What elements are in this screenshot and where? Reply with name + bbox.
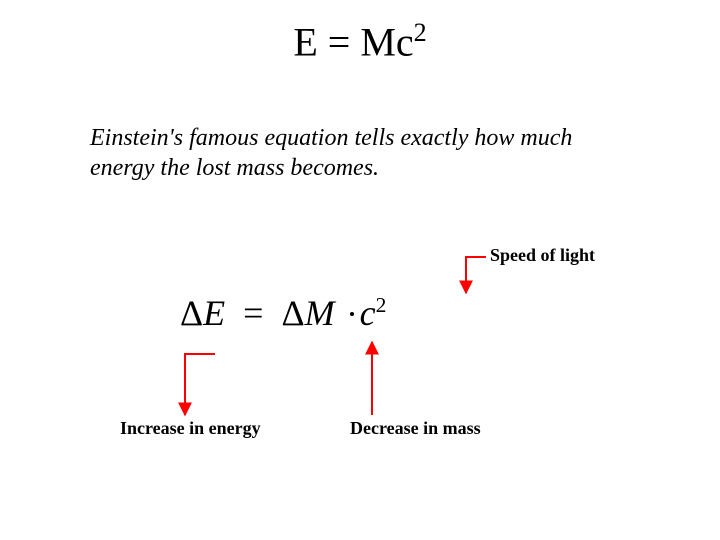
arrow-speed-of-light <box>466 257 486 293</box>
slide-subtitle: Einstein's famous equation tells exactly… <box>90 123 630 183</box>
eq-delta-m-var: M <box>305 293 335 333</box>
eq-delta-e-delta: Δ <box>180 293 203 333</box>
connector-arrows <box>0 0 720 540</box>
label-speed-of-light: Speed of light <box>490 245 595 266</box>
arrow-increase-in-energy <box>185 354 215 415</box>
title-exponent: 2 <box>414 18 427 47</box>
slide-title: E = Mc2 <box>0 18 720 65</box>
label-increase-in-energy: Increase in energy <box>120 418 261 439</box>
eq-dot-icon <box>350 312 354 316</box>
eq-delta-e-var: E <box>203 293 225 333</box>
equation: ΔE = ΔM c2 <box>180 292 386 334</box>
eq-exponent: 2 <box>376 293 387 317</box>
eq-equals: = <box>243 293 263 333</box>
title-base: E = Mc <box>293 19 413 64</box>
slide: { "title": { "base": "E = Mc", "exponent… <box>0 0 720 540</box>
eq-c: c <box>360 293 376 333</box>
label-decrease-in-mass: Decrease in mass <box>350 418 481 439</box>
eq-delta-m-delta: Δ <box>281 293 304 333</box>
